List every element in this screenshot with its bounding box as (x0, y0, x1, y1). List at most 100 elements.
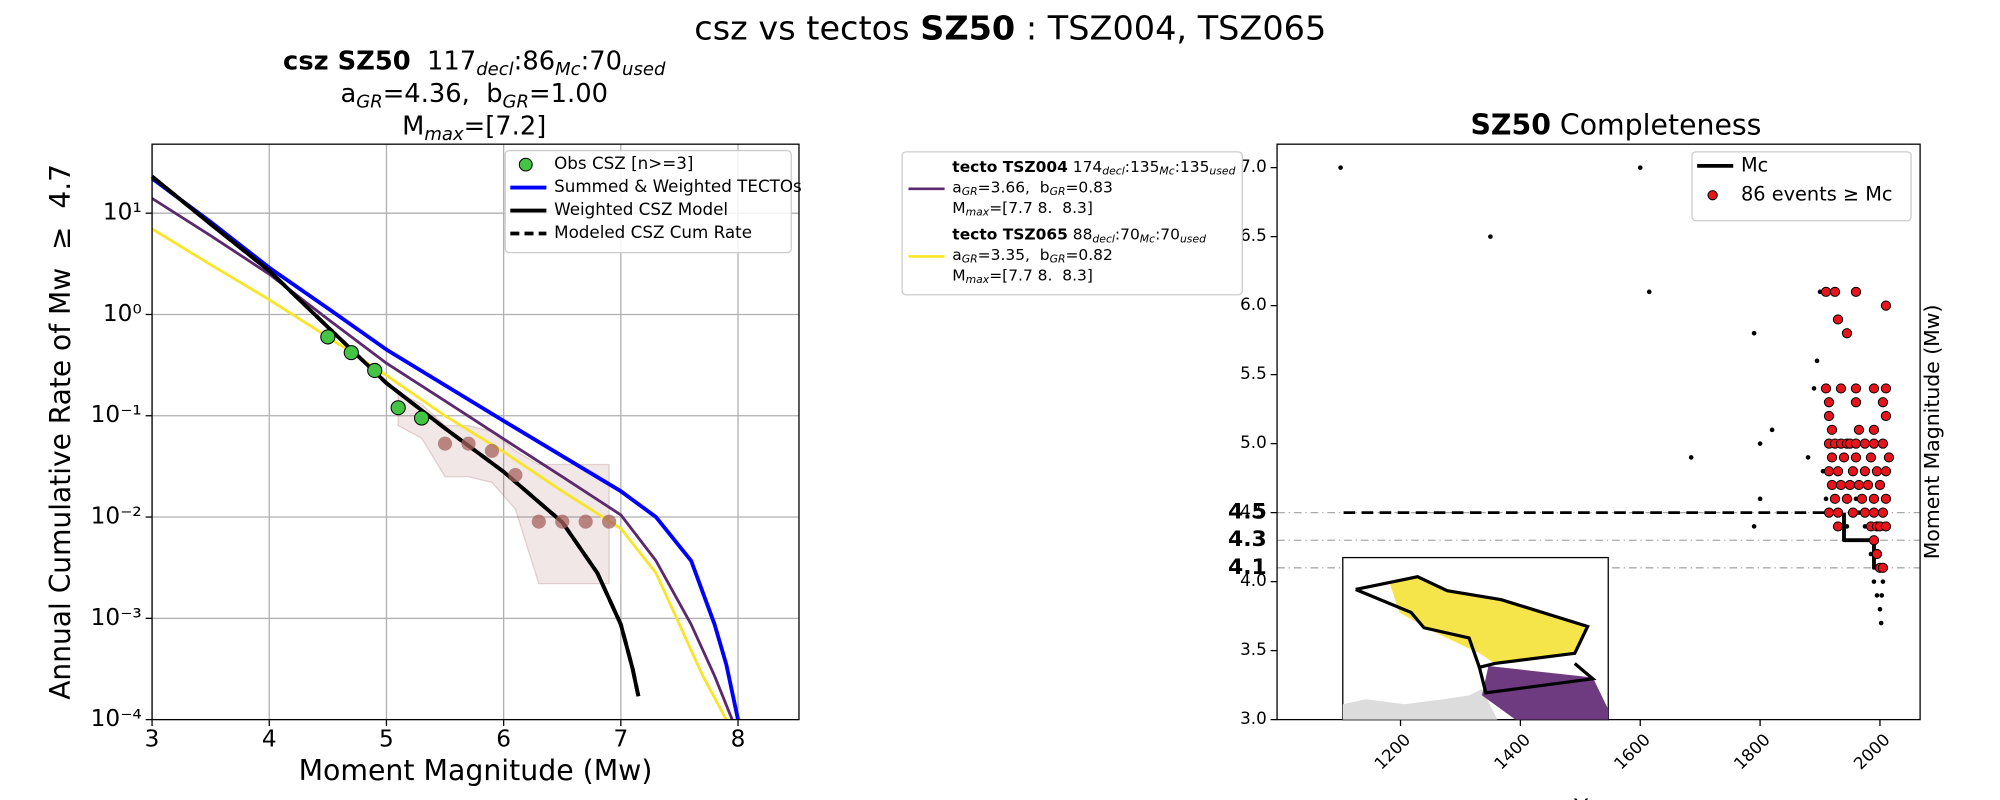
y-tick-label: 4.5 (1240, 502, 1267, 521)
text-segment: a (340, 79, 356, 109)
x-tick-label: 5 (379, 727, 394, 753)
text-segment: GR (503, 92, 530, 113)
data-point (1868, 535, 1880, 546)
data-point (1878, 620, 1884, 626)
data-point (1823, 397, 1835, 408)
y-tick-label: 10¹ (103, 200, 142, 226)
data-point (1338, 165, 1343, 170)
legend-label: Weighted CSZ Model (554, 200, 728, 219)
text-segment: max (966, 273, 990, 286)
data-point (1844, 479, 1856, 491)
data-point (1847, 466, 1859, 477)
text-segment: max (424, 124, 464, 145)
data-point (1832, 314, 1844, 325)
text-segment: : TSZ004, TSZ065 (1015, 8, 1326, 47)
data-point (1751, 330, 1757, 336)
inset-map (1342, 556, 1609, 721)
figure-title: csz vs tectos SZ50 : TSZ004, TSZ065 (694, 8, 1326, 47)
text-segment: tecto TSZ004 (952, 158, 1068, 176)
chart-title: csz SZ50 117decl:86Mc:70used (283, 47, 666, 81)
data-point (1871, 579, 1877, 584)
data-point (1847, 507, 1859, 518)
data-point (1877, 397, 1889, 408)
data-point (578, 514, 593, 529)
text-segment: Completeness (1551, 108, 1762, 141)
data-point (1826, 452, 1838, 463)
data-point (1823, 466, 1835, 477)
legend-label: Modeled CSZ Cum Rate (554, 223, 752, 242)
text-segment: 174 (1068, 158, 1102, 176)
legend-box (901, 151, 1243, 296)
y-tick-label: 6.0 (1240, 295, 1267, 314)
data-point (531, 514, 546, 529)
legend-label: Obs CSZ [n>=3] (554, 154, 693, 173)
series-line (150, 175, 641, 697)
data-point (1850, 452, 1862, 463)
data-point (1859, 466, 1871, 477)
text-segment: csz vs tectos (694, 8, 920, 47)
data-point (1805, 455, 1811, 460)
y-axis-label: Moment Magnitude (Mw) (1920, 305, 1944, 560)
inset-outline (1355, 588, 1481, 668)
data-point (508, 467, 523, 483)
text-segment: :70 (1115, 225, 1140, 243)
legend-label: Mmax=[7.7 8. 8.3] (952, 266, 1093, 286)
data-point (414, 410, 430, 426)
legend-marker (518, 157, 533, 172)
data-point (1688, 455, 1694, 460)
series-line (151, 227, 728, 721)
text-segment: =0.82 (1066, 246, 1113, 264)
legend-label: Summed & Weighted TECTOs (554, 177, 802, 196)
x-axis-label: Moment Magnitude (Mw) (299, 754, 653, 787)
text-segment: :135 (1175, 158, 1210, 176)
x-tick-label: 7 (613, 727, 628, 753)
text-segment: =[7.7 8. 8.3] (989, 266, 1093, 284)
data-point (390, 400, 406, 416)
y-tick-label: 10⁻² (91, 504, 142, 530)
data-point (1829, 286, 1841, 297)
data-point (1841, 493, 1853, 504)
data-point (1850, 383, 1862, 394)
legend-label: Mmax=[7.7 8. 8.3] (952, 199, 1093, 219)
y-tick-label: 10⁻⁴ (91, 706, 142, 732)
text-segment: used (622, 59, 666, 80)
data-point (1814, 358, 1820, 364)
text-segment: M (952, 199, 965, 217)
text-segment: used (1180, 232, 1206, 245)
text-segment: used (1209, 165, 1235, 178)
data-point (1823, 507, 1835, 518)
text-segment: GR (962, 185, 978, 198)
chart-title: SZ50 Completeness (1471, 108, 1762, 141)
data-point (1811, 386, 1817, 391)
data-point (1877, 606, 1883, 612)
data-point (1826, 479, 1838, 491)
data-point (1880, 466, 1892, 477)
axes-frame (151, 143, 800, 721)
y-tick-label: 3.0 (1240, 709, 1267, 728)
y-tick-label: 3.5 (1240, 640, 1267, 659)
data-point (1859, 438, 1871, 449)
data-point (1868, 507, 1880, 518)
legend-box (504, 149, 792, 254)
inset-outline (1355, 575, 1597, 695)
data-point (1757, 496, 1763, 502)
text-segment: 117 (411, 47, 477, 77)
data-point (1832, 521, 1844, 532)
legend-label: tecto TSZ065 88decl:70Mc:70used (952, 225, 1206, 245)
inset-land (1342, 688, 1498, 720)
text-segment: =[7.2] (464, 112, 547, 142)
data-point (1853, 424, 1865, 435)
text-segment: Mc (555, 59, 581, 80)
data-point (1850, 438, 1862, 449)
inset-zone-yellow (1389, 577, 1588, 664)
mc-level-label: 4.5 (1228, 500, 1267, 525)
text-segment: decl (1102, 165, 1124, 178)
text-segment: =1.00 (529, 79, 608, 109)
data-point (1880, 579, 1886, 584)
series-line (150, 176, 740, 721)
y-tick-label: 10⁰ (103, 301, 142, 327)
data-point (1856, 493, 1868, 504)
text-segment: csz SZ50 (283, 47, 411, 77)
y-tick-label: 5.5 (1240, 364, 1267, 383)
